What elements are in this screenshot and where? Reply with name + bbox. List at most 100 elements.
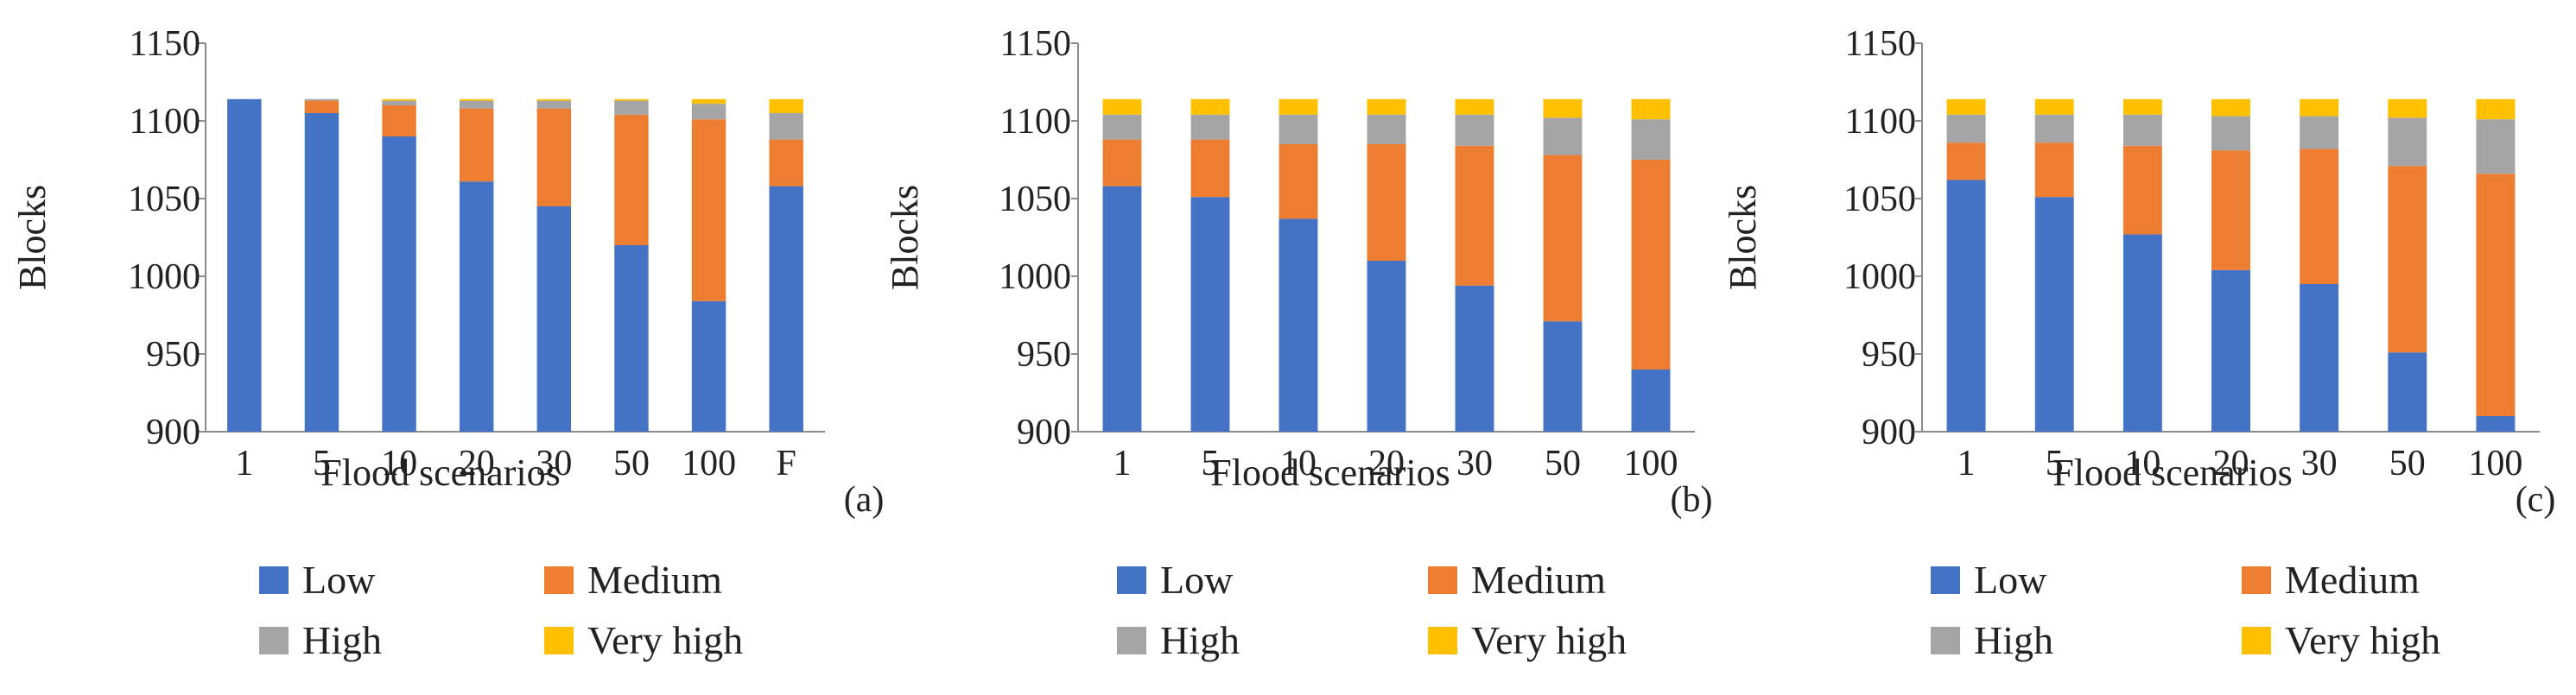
bar-high-f [769, 113, 803, 140]
bar-very-high-30 [2300, 98, 2339, 117]
legend-swatch-low [1931, 566, 1960, 594]
bar-low-100 [691, 300, 726, 432]
legend-swatch-high [1931, 627, 1960, 654]
y-tick-label: 900 [1862, 413, 1916, 452]
bar-low-1 [227, 98, 262, 433]
y-tick-label: 1100 [1845, 102, 1916, 142]
bar-very-high-30 [536, 98, 572, 101]
bar-low-30 [536, 206, 572, 432]
bar-very-high-1 [1946, 98, 1986, 115]
bar-very-high-10 [1278, 98, 1318, 115]
bar-low-5 [1190, 197, 1230, 432]
bar-low-20 [1367, 261, 1406, 432]
y-tick-label: 900 [1017, 413, 1071, 452]
bar-very-high-100 [1631, 98, 1671, 120]
bar-high-100 [691, 104, 726, 120]
x-tick-label: 1 [1957, 444, 1976, 483]
legend-label-low: Low [1974, 558, 2047, 602]
legend-swatch-high [1117, 627, 1146, 654]
bar-medium-5 [2034, 142, 2074, 198]
bar-high-30 [536, 100, 572, 109]
bar-high-20 [2211, 116, 2250, 151]
bar-high-5 [1190, 114, 1230, 140]
bar-medium-50 [2388, 166, 2427, 353]
bar-medium-1 [1102, 139, 1142, 186]
chart-panel-3: 900 950 1000 1050 1100 1150 1 5 10 20 30 50 100 Block… [1722, 24, 2555, 662]
legend-swatch-medium [1428, 566, 1457, 594]
x-tick-label: 50 [613, 444, 650, 483]
bar-medium-1 [1946, 142, 1986, 180]
y-tick-label: 1050 [1843, 180, 1916, 219]
bar-high-10 [2122, 114, 2162, 146]
legend-label-high: High [1974, 618, 2053, 662]
bar-very-high-20 [2211, 98, 2250, 117]
bar-medium-30 [1455, 145, 1494, 286]
bar-high-5 [2034, 114, 2074, 143]
x-tick-label: 5 [2046, 444, 2064, 483]
y-axis-title: Blocks [884, 185, 926, 290]
y-tick-label: 1050 [128, 180, 200, 219]
bar-high-50 [1543, 117, 1583, 155]
bar-high-100 [2476, 119, 2516, 174]
y-tick-label: 1150 [1845, 24, 1916, 64]
bar-high-30 [1455, 114, 1494, 146]
bar-low-10 [382, 136, 416, 432]
bar-medium-20 [2211, 150, 2250, 270]
legend-label-very-high: Very high [587, 618, 743, 662]
y-axis-title: Blocks [11, 185, 54, 290]
legend: Low Medium High Very high [259, 558, 743, 662]
bar-low-1 [1102, 186, 1142, 432]
bar-very-high-f [769, 98, 803, 113]
x-axis-title: Flood scenarios [320, 452, 560, 494]
y-tick-label: 950 [1862, 335, 1916, 375]
bar-very-high-100 [2476, 98, 2516, 120]
bar-low-30 [1455, 285, 1494, 432]
legend-label-medium: Medium [587, 558, 722, 602]
y-tick-label: 950 [1017, 335, 1071, 375]
y-tick-label: 1000 [128, 257, 200, 297]
bar-medium-100 [1631, 160, 1671, 370]
bar-very-high-5 [2034, 98, 2074, 115]
bar-low-f [769, 186, 803, 432]
legend-label-very-high: Very high [2285, 618, 2440, 662]
x-axis-title: Flood scenarios [2053, 452, 2292, 494]
panel-label: (a) [844, 480, 885, 520]
bar-low-100 [2476, 416, 2516, 432]
bar-medium-30 [536, 108, 572, 206]
bar-very-high-10 [2122, 98, 2162, 115]
y-axis-title: Blocks [1722, 185, 1764, 290]
legend-label-medium: Medium [2285, 558, 2420, 602]
bar-high-5 [304, 98, 339, 101]
y-tick-label: 1150 [1000, 24, 1071, 64]
legend-swatch-low [1117, 566, 1146, 594]
x-tick-label: 30 [536, 444, 572, 483]
bar-medium-5 [1190, 139, 1230, 198]
legend-swatch-very-high [2242, 627, 2271, 654]
x-tick-label: F [777, 444, 796, 483]
bar-medium-50 [614, 114, 649, 245]
bar-medium-100 [691, 119, 726, 301]
x-tick-label: 10 [381, 444, 417, 483]
bar-medium-20 [459, 108, 494, 182]
x-tick-label: 20 [2213, 444, 2249, 483]
bar-very-high-50 [1543, 98, 1583, 118]
bar-medium-10 [2122, 145, 2162, 235]
y-tick-label: 900 [146, 413, 200, 452]
bar-high-10 [1278, 114, 1318, 144]
x-tick-label: 100 [682, 444, 736, 483]
legend-swatch-medium [544, 566, 574, 594]
bar-low-10 [2122, 234, 2162, 432]
bar-low-20 [2211, 269, 2250, 432]
x-tick-label: 5 [1202, 444, 1220, 483]
bar-low-10 [1278, 218, 1318, 432]
legend-swatch-medium [2242, 566, 2271, 594]
bar-very-high-100 [691, 98, 726, 104]
bar-medium-10 [1278, 144, 1318, 219]
legend: Low Medium High Very high [1117, 558, 1627, 662]
chart-panel-2: 900 950 1000 1050 1100 1150 1 5 10 20 30 50 100 Block… [884, 24, 1712, 662]
bar-very-high-20 [459, 98, 494, 101]
bar-very-high-50 [614, 98, 649, 101]
bar-high-30 [2300, 116, 2339, 149]
x-tick-label: 1 [235, 444, 253, 483]
